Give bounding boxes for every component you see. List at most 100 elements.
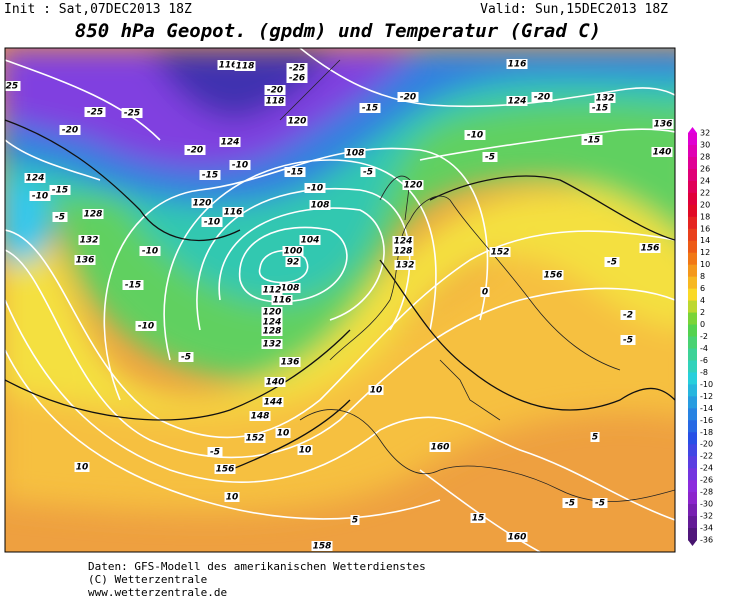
- contour-label: 136: [654, 120, 673, 130]
- contour-label-box: [350, 515, 360, 525]
- contour-label-box: [531, 92, 553, 102]
- contour-label-box: [594, 93, 616, 103]
- colorbar-label: -4: [700, 344, 708, 353]
- colorbar-swatch: [688, 360, 697, 373]
- colorbar-label: 22: [700, 188, 710, 197]
- colorbar-label: -16: [700, 416, 713, 425]
- contour-label: -20: [187, 146, 203, 156]
- contour-label-box: [84, 107, 106, 117]
- contour-label-box: [5, 81, 21, 91]
- contour-label-box: [397, 92, 419, 102]
- colorbar-label: -26: [700, 476, 713, 485]
- contour-label: 128: [394, 247, 413, 257]
- contour-label-box: [286, 63, 308, 73]
- colorbar-label: 4: [700, 296, 705, 305]
- contour-label-box: [392, 246, 414, 256]
- contour-label-box: [229, 160, 251, 170]
- contour-label: -10: [142, 247, 158, 257]
- colorbar-swatch: [688, 456, 697, 469]
- contour-label-box: [429, 442, 451, 452]
- colorbar-label: 16: [700, 224, 710, 233]
- colorbar-swatch: [688, 528, 697, 541]
- contour-label: 156: [544, 271, 563, 281]
- contour-label: -5: [623, 336, 633, 346]
- contour-label: 108: [346, 149, 365, 159]
- colorbar-swatch: [688, 180, 697, 194]
- contour-label-box: [542, 270, 564, 280]
- contour-label-box: [261, 307, 283, 317]
- map-frame: [4, 47, 676, 553]
- contour-label: 124: [263, 318, 282, 328]
- contour-label-box: [207, 447, 223, 457]
- contour-label: -25: [289, 64, 305, 74]
- contour-label-box: [360, 167, 376, 177]
- contour-label-box: [620, 335, 636, 345]
- contour-label: -15: [52, 186, 68, 196]
- contour-label-box: [286, 116, 308, 126]
- contour-label-box: [392, 236, 414, 246]
- contour-label: -26: [289, 74, 305, 84]
- contour-label-box: [297, 445, 313, 455]
- colorbar-tip: [688, 540, 697, 546]
- contour-label: 116: [224, 208, 243, 218]
- contour-label: -20: [267, 86, 283, 96]
- contour-label: 100: [284, 247, 303, 257]
- colorbar-swatch: [688, 480, 697, 493]
- colorbar-swatch: [688, 336, 697, 349]
- contour-label: 128: [263, 327, 282, 337]
- contour-label: 120: [404, 181, 423, 191]
- contour-label-box: [652, 119, 674, 129]
- contour-label-box: [651, 147, 673, 157]
- contour-label: 5: [352, 516, 358, 526]
- contour-label-box: [184, 145, 206, 155]
- contour-label: -5: [485, 153, 495, 163]
- contour-label-box: [178, 352, 194, 362]
- contour-label: 108: [281, 284, 300, 294]
- contour-label-box: [309, 200, 331, 210]
- contour-label-box: [304, 183, 326, 193]
- contour-label-box: [122, 280, 144, 290]
- contour-label: 140: [653, 148, 672, 158]
- contour-label-box: [279, 357, 301, 367]
- colorbar-swatch: [688, 432, 697, 445]
- colorbar-swatch: [688, 348, 697, 361]
- contour-label-box: [506, 59, 528, 69]
- contour-label-box: [261, 339, 283, 349]
- colorbar-label: -8: [700, 368, 708, 377]
- contour-label-box: [244, 433, 266, 443]
- contour-label: 5: [592, 433, 598, 443]
- colorbar-label: 18: [700, 212, 710, 221]
- contour-label: -10: [232, 161, 248, 171]
- colorbar-swatch: [688, 300, 697, 314]
- colorbar-label: 12: [700, 248, 710, 257]
- colorbar-swatch: [688, 372, 697, 385]
- contour-label: 0: [482, 288, 488, 298]
- valid-time: Valid: Sun,15DEC2013 18Z: [480, 2, 668, 17]
- contour-label-box: [279, 283, 301, 293]
- contour-label-box: [261, 326, 283, 336]
- contour-label: 156: [216, 465, 235, 475]
- contour-label-box: [264, 96, 286, 106]
- colorbar-label: -18: [700, 428, 713, 437]
- contour-label: -5: [55, 213, 65, 223]
- colorbar-label: 8: [700, 272, 705, 281]
- contour-label: 10: [370, 386, 383, 396]
- colorbar-swatch: [688, 324, 697, 337]
- colorbar-label: 0: [700, 320, 705, 329]
- contour-label-box: [592, 498, 608, 508]
- contour-label: 10: [277, 429, 290, 439]
- colorbar-tip: [688, 127, 697, 133]
- contour-label: 10: [76, 463, 89, 473]
- colorbar-label: 10: [700, 260, 710, 269]
- contour-label-box: [402, 180, 424, 190]
- colorbar-label: 30: [700, 140, 710, 149]
- contour-label-box: [589, 103, 611, 113]
- colorbar-swatch: [688, 240, 697, 254]
- contour-label: -15: [287, 168, 303, 178]
- contour-label: 124: [221, 138, 240, 148]
- colorbar-label: -2: [700, 332, 708, 341]
- contour-label: -5: [363, 168, 373, 178]
- contour-label: -15: [362, 104, 378, 114]
